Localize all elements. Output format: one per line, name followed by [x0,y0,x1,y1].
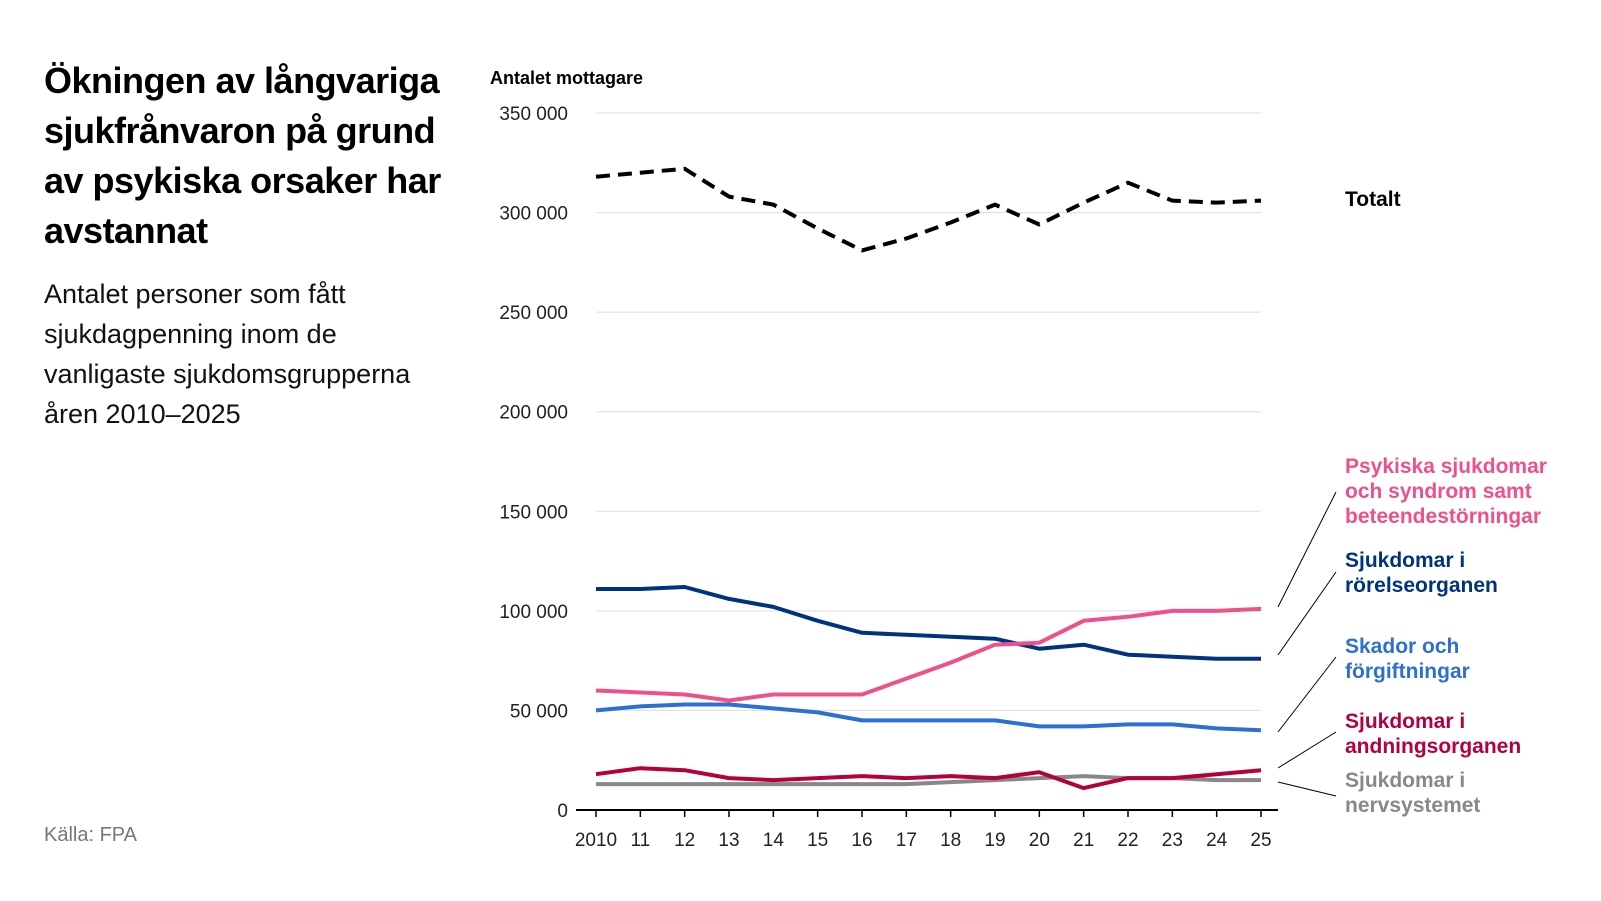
x-tick-label: 18 [940,830,961,851]
series-line-0 [595,166,1262,253]
y-tick-label: 150 000 [499,502,568,523]
chart-subtitle: Antalet personer som fått sjukdagpenning… [44,279,411,429]
x-tick-label: 15 [807,830,828,851]
x-tick-label: 11 [630,830,650,851]
y-tick-label: 0 [557,801,568,822]
series-line-1 [595,606,1262,703]
y-tick-label: 50 000 [510,701,568,722]
series-line-2 [596,585,1261,661]
y-tick-label: 300 000 [499,204,568,225]
series-label-2: Sjukdomar i rörelseorganen [1345,549,1498,597]
chart-title: Ökningen av långvariga sjukfrånvaron på … [44,60,441,251]
y-tick-label: 100 000 [499,602,568,623]
x-tick-label: 13 [718,830,739,851]
series-label-3: Skador och förgiftningar [1345,635,1470,683]
y-tick-label: 350 000 [499,104,568,125]
series-line-4 [595,766,1262,791]
x-tick-label: 22 [1117,830,1138,851]
series-label-4: Sjukdomar i andningsorganen [1345,710,1521,758]
x-tick-label: 20 [1029,830,1050,851]
y-tick-label: 200 000 [499,403,568,424]
legend-leader-line [1277,571,1337,656]
x-tick-label: 24 [1206,830,1228,851]
legend-leader-line [1277,731,1337,769]
y-tick-label: 250 000 [499,303,568,324]
x-tick-label: 12 [674,830,695,851]
x-tick-label: 14 [763,830,785,851]
x-tick-label: 25 [1250,830,1271,851]
x-tick-label: 23 [1162,830,1183,851]
x-tick-label: 21 [1073,830,1094,851]
x-tick-label: 17 [896,830,917,851]
series-line-3 [595,702,1262,733]
x-tick-label: 19 [984,830,1005,851]
series-label-0: Totalt [1345,188,1401,211]
legend-leader-line [1277,491,1337,608]
series-label-1: Psykiska sjukdomar och syndrom samt beteen… [1345,455,1547,528]
y-axis-label: Antalet mottagare [490,68,643,88]
legend-leader-line [1277,781,1337,797]
x-tick-label: 2010 [575,830,617,851]
series-label-5: Sjukdomar i nervsystemet [1345,769,1480,817]
legend-leader-line [1277,656,1337,733]
x-tick-label: 16 [851,830,872,851]
source-note: Källa: FPA [44,824,137,846]
